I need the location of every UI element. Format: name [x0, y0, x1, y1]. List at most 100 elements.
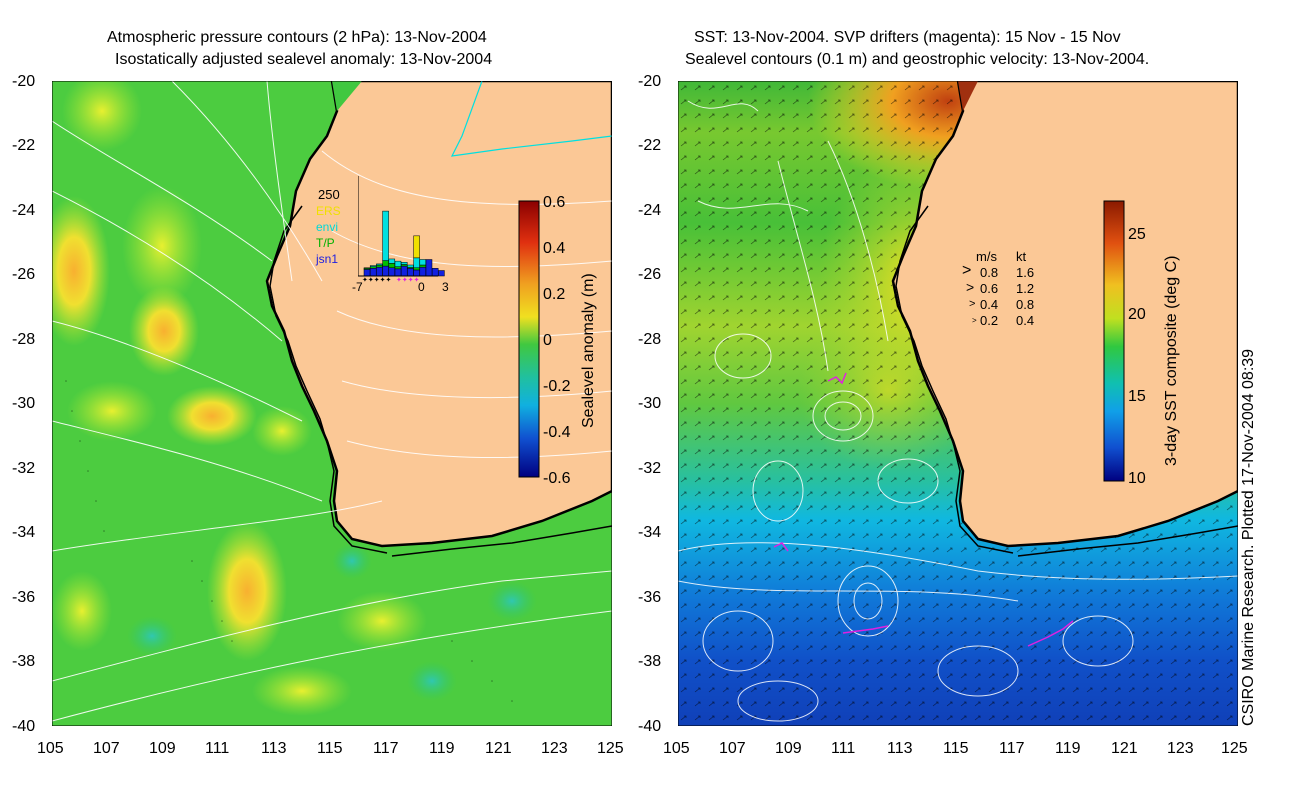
right-x-tick: 105: [663, 740, 690, 757]
left-x-tick: 111: [205, 740, 230, 757]
velocity-arrow-icon: >: [972, 316, 977, 325]
right-y-tick: -24: [638, 202, 662, 219]
left-y-tick: -38: [12, 653, 36, 670]
histogram-day-markers: ✦✦✦✦✦ ✦✦✦✦: [362, 276, 420, 284]
legend-jsn1: jsn1: [316, 252, 339, 266]
histogram-bar-envi: [413, 257, 420, 268]
right-x-tick: 125: [1221, 740, 1248, 757]
left-y-tick: -22: [12, 137, 36, 154]
right-y-tick: -20: [638, 73, 662, 90]
left-y-tick: -34: [12, 524, 36, 541]
velocity-key-header-kt: kt: [1016, 249, 1027, 264]
sst-colorbar-tick: 20: [1128, 306, 1146, 323]
histogram-bar-tp: [382, 260, 389, 267]
velocity-key-kt: 0.8: [1016, 297, 1035, 312]
left-y-tick: -26: [12, 266, 36, 283]
credit-text: CSIRO Marine Research. Plotted 17-Nov-20…: [1240, 348, 1257, 726]
sla-colorbar-tick: -0.2: [543, 378, 571, 395]
left-title-line1: Atmospheric pressure contours (2 hPa): 1…: [107, 29, 487, 46]
left-x-tick: 109: [149, 740, 176, 757]
right-map[interactable]: [678, 81, 1238, 726]
histogram-bar-jsn1: [363, 269, 371, 277]
histogram-bar-jsn1: [425, 259, 433, 277]
velocity-key-ms: 0.4: [980, 297, 999, 312]
sst-colorbar-tick: 10: [1128, 470, 1146, 487]
right-y-tick: -34: [638, 524, 662, 541]
histogram-x-tick: 0: [418, 280, 425, 294]
legend-envi: envi: [316, 220, 339, 234]
sla-colorbar-tick: 0.4: [543, 240, 566, 257]
left-x-tick: 117: [373, 740, 399, 757]
histogram-bar-tp: [413, 267, 420, 271]
right-x-tick: 121: [1111, 740, 1138, 757]
histogram-bar-ers: [413, 235, 420, 259]
left-y-tick: -24: [12, 202, 36, 219]
legend-tp: T/P: [316, 236, 335, 250]
sla-colorbar-tick: -0.4: [543, 424, 571, 441]
sealevel-colorbar: [518, 200, 540, 478]
right-y-tick: -22: [638, 137, 662, 154]
right-x-tick: 119: [1055, 740, 1081, 757]
histogram-bar-jsn1: [376, 266, 383, 277]
velocity-key-header-ms: m/s: [976, 249, 997, 264]
right-x-tick: 109: [775, 740, 802, 757]
histogram-bar-envi: [394, 260, 402, 267]
right-y-tick: -26: [638, 266, 662, 283]
right-x-tick: 107: [719, 740, 746, 757]
histogram-bar-envi: [376, 263, 383, 266]
histogram-bar-envi: [369, 265, 377, 267]
left-x-tick: 113: [261, 740, 287, 757]
sla-colorbar-tick: 0.2: [543, 286, 566, 303]
histogram-bar-jsn1: [394, 268, 402, 277]
right-x-tick: 111: [831, 740, 856, 757]
velocity-key-ms: 0.2: [980, 313, 999, 328]
velocity-arrow-icon: >: [966, 279, 975, 295]
velocity-key-ms: 0.8: [980, 265, 999, 280]
right-y-tick: -30: [638, 395, 662, 412]
histogram-bar-jsn1: [369, 268, 377, 277]
histogram-bar-envi: [363, 267, 371, 269]
velocity-key-kt: 1.2: [1016, 281, 1035, 296]
histogram-bar-envi: [419, 259, 427, 266]
right-x-tick: 115: [943, 740, 969, 757]
histogram-bar-jsn1: [400, 265, 408, 277]
histogram-bar-jsn1: [407, 268, 414, 277]
left-y-tick: -36: [12, 589, 36, 606]
left-y-tick: -28: [12, 331, 36, 348]
right-title-line1: SST: 13-Nov-2004. SVP drifters (magenta)…: [694, 29, 1121, 46]
sla-colorbar-tick: 0.6: [543, 194, 566, 211]
sst-colorbar-tick: 15: [1128, 388, 1146, 405]
svg-text:✦✦✦✦: ✦✦✦✦: [396, 276, 420, 284]
histogram-bar-tp: [419, 264, 427, 268]
velocity-arrow-icon: >: [969, 298, 976, 310]
velocity-key-ms: 0.6: [980, 281, 999, 296]
histogram-bar-envi: [382, 210, 389, 261]
histogram-x-tick: -7: [352, 280, 363, 294]
altimeter-histogram: ✦✦✦✦✦ ✦✦✦✦: [358, 176, 445, 284]
sst-colorbar-label: 3-day SST composite (deg C): [1163, 255, 1180, 466]
legend-ers: ERS: [316, 204, 341, 218]
sla-colorbar-tick: 0: [543, 332, 552, 349]
velocity-arrow-icon: >: [962, 262, 972, 279]
right-y-tick: -38: [638, 653, 662, 670]
histogram-bar-envi: [400, 262, 408, 265]
left-x-tick: 125: [597, 740, 624, 757]
histogram-bar-jsn1: [419, 266, 427, 277]
histogram-bar-jsn1: [388, 267, 396, 277]
velocity-key: m/s kt > 0.8 1.6 > 0.6 1.2 > 0.4 0.8 > 0…: [960, 250, 1070, 340]
right-y-tick: -36: [638, 589, 662, 606]
histogram-bar-tp: [388, 263, 396, 268]
histogram-bars: [363, 210, 445, 277]
histogram-bar-jsn1: [382, 265, 389, 277]
right-y-tick: -32: [638, 460, 662, 477]
velocity-key-kt: 1.6: [1016, 265, 1035, 280]
sst-colorbar-tick: 25: [1128, 226, 1146, 243]
left-x-tick: 105: [37, 740, 64, 757]
left-x-tick: 119: [429, 740, 455, 757]
histogram-bar-envi: [388, 258, 396, 264]
left-y-tick: -20: [12, 73, 36, 90]
velocity-key-kt: 0.4: [1016, 313, 1035, 328]
histogram-bar-tp: [394, 266, 402, 270]
left-y-tick: -32: [12, 460, 36, 477]
histogram-bar-jsn1: [431, 268, 439, 277]
